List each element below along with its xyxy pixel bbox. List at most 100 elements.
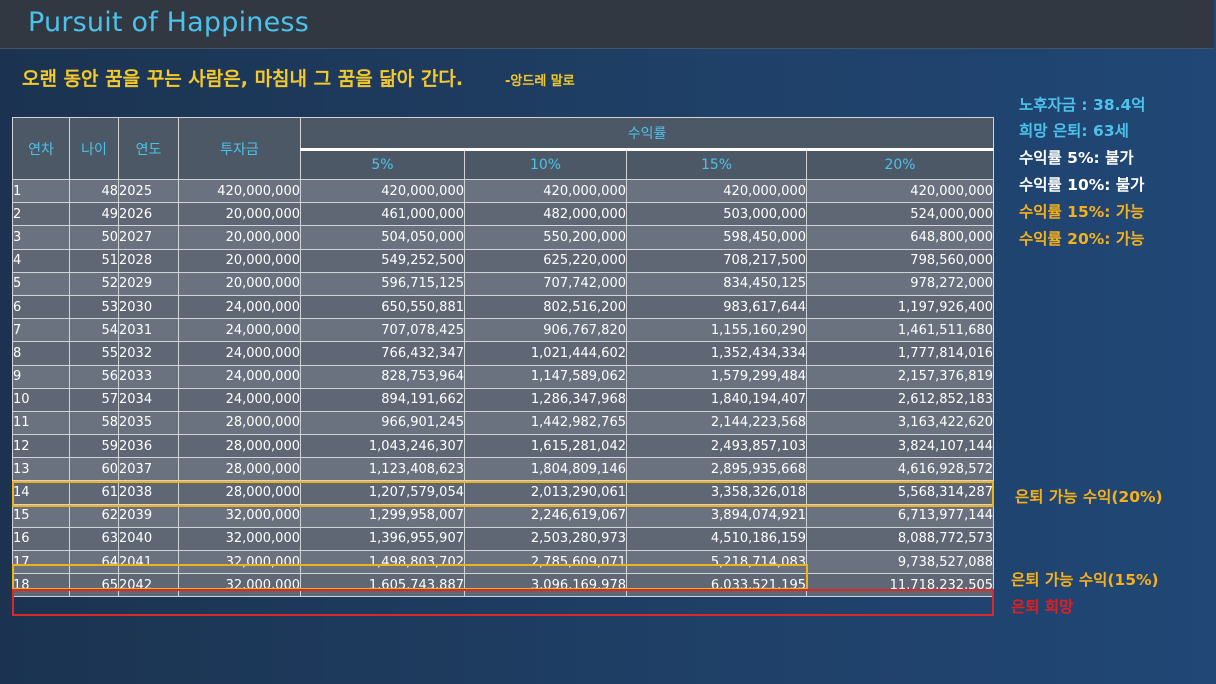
cell-age: 56 bbox=[69, 364, 119, 389]
cell-year: 2027 bbox=[118, 225, 179, 250]
cell-age: 65 bbox=[69, 573, 119, 598]
table-row: 5 52 2029 20,000,000 596,715,125 707,742,000 8… bbox=[12, 271, 995, 296]
cell-r15: 1,155,160,290 bbox=[626, 318, 807, 343]
cell-age: 49 bbox=[69, 202, 119, 227]
cell-investment: 420,000,000 bbox=[178, 178, 301, 204]
table-row: 2 49 2026 20,000,000 461,000,000 482,000,000 5… bbox=[12, 202, 995, 227]
cell-investment: 20,000,000 bbox=[178, 225, 301, 250]
cell-year: 2028 bbox=[118, 248, 179, 273]
cell-age: 51 bbox=[69, 248, 119, 273]
cell-investment: 32,000,000 bbox=[178, 503, 301, 528]
cell-investment: 24,000,000 bbox=[178, 318, 301, 343]
cell-age: 50 bbox=[69, 225, 119, 250]
cell-r20: 3,163,422,620 bbox=[805, 410, 995, 436]
cell-r5: 549,252,500 bbox=[300, 248, 465, 273]
cell-year-no: 2 bbox=[12, 202, 70, 227]
header-year-no: 연차 bbox=[12, 117, 70, 180]
return-10-status: 수익률 10%: 불가 bbox=[1019, 176, 1145, 194]
cell-r15: 5,218,714,083 bbox=[626, 549, 807, 575]
cell-age: 54 bbox=[69, 318, 119, 343]
cell-r15: 4,510,186,159 bbox=[626, 526, 807, 552]
cell-year: 2032 bbox=[118, 341, 179, 366]
cell-investment: 28,000,000 bbox=[178, 457, 301, 482]
cell-r20: 2,157,376,819 bbox=[805, 364, 995, 389]
cell-year-no: 17 bbox=[12, 549, 70, 575]
cell-r15: 503,000,000 bbox=[626, 202, 807, 227]
table-row: 3 50 2027 20,000,000 504,050,000 550,200,000 5… bbox=[12, 225, 995, 250]
cell-r20: 524,000,000 bbox=[805, 202, 995, 227]
table-row: 7 54 2031 24,000,000 707,078,425 906,767,820 1… bbox=[12, 318, 995, 343]
cell-r10: 1,286,347,968 bbox=[464, 387, 627, 412]
table-body: 1 48 2025 420,000,000 420,000,000 420,000,000… bbox=[12, 178, 995, 598]
cell-year: 2039 bbox=[118, 503, 179, 528]
cell-age: 62 bbox=[69, 503, 119, 528]
cell-year: 2035 bbox=[118, 410, 179, 436]
header-r15: 15% bbox=[626, 148, 807, 180]
cell-age: 52 bbox=[69, 271, 119, 296]
table-row: 1 48 2025 420,000,000 420,000,000 420,000,000… bbox=[12, 178, 995, 204]
cell-r15: 3,358,326,018 bbox=[626, 480, 807, 505]
table-row: 6 53 2030 24,000,000 650,550,881 802,516,200 9… bbox=[12, 294, 995, 320]
cell-r20: 420,000,000 bbox=[805, 178, 995, 204]
cell-r5: 420,000,000 bbox=[300, 178, 465, 204]
cell-year-no: 13 bbox=[12, 457, 70, 482]
cell-year: 2030 bbox=[118, 294, 179, 320]
cell-year-no: 4 bbox=[12, 248, 70, 273]
cell-r20: 8,088,772,573 bbox=[805, 526, 995, 552]
note-retire-20: 은퇴 가능 수익(20%) bbox=[1015, 488, 1163, 506]
cell-r10: 906,767,820 bbox=[464, 318, 627, 343]
table-row: 15 62 2039 32,000,000 1,299,958,007 2,246,619… bbox=[12, 503, 995, 528]
cell-r20: 11,718,232,505 bbox=[805, 573, 995, 598]
cell-r20: 1,461,511,680 bbox=[805, 318, 995, 343]
header-age: 나이 bbox=[69, 117, 119, 180]
cell-r10: 625,220,000 bbox=[464, 248, 627, 273]
cell-r20: 9,738,527,088 bbox=[805, 549, 995, 575]
cell-r20: 4,616,928,572 bbox=[805, 457, 995, 482]
cell-age: 53 bbox=[69, 294, 119, 320]
cell-r15: 2,493,857,103 bbox=[626, 434, 807, 459]
cell-r20: 1,777,814,016 bbox=[805, 341, 995, 366]
cell-r5: 894,191,662 bbox=[300, 387, 465, 412]
header-return: 수익률 bbox=[299, 117, 995, 150]
table-row: 10 57 2034 24,000,000 894,191,662 1,286,347,9… bbox=[12, 387, 995, 412]
cell-r15: 598,450,000 bbox=[626, 225, 807, 250]
cell-investment: 24,000,000 bbox=[178, 294, 301, 320]
cell-investment: 24,000,000 bbox=[178, 387, 301, 412]
retirement-fund-label: 노후자금 : 38.4억 bbox=[1019, 96, 1146, 114]
cell-r10: 3,096,169,978 bbox=[464, 573, 627, 598]
title-bar: Pursuit of Happiness bbox=[0, 0, 1214, 49]
cell-r20: 1,197,926,400 bbox=[805, 294, 995, 320]
cell-investment: 28,000,000 bbox=[178, 480, 301, 505]
cell-year-no: 11 bbox=[12, 410, 70, 436]
cell-r20: 978,272,000 bbox=[805, 271, 995, 296]
return-20-status: 수익률 20%: 가능 bbox=[1019, 230, 1145, 248]
cell-year: 2025 bbox=[118, 178, 179, 204]
cell-year: 2037 bbox=[118, 457, 179, 482]
cell-r15: 3,894,074,921 bbox=[626, 503, 807, 528]
cell-year: 2036 bbox=[118, 434, 179, 459]
cell-r5: 1,299,958,007 bbox=[300, 503, 465, 528]
table-row: 8 55 2032 24,000,000 766,432,347 1,021,444,60… bbox=[12, 341, 995, 366]
table-row: 13 60 2037 28,000,000 1,123,408,623 1,804,809… bbox=[12, 457, 995, 482]
cell-r10: 2,785,609,071 bbox=[464, 549, 627, 575]
cell-investment: 32,000,000 bbox=[178, 526, 301, 552]
cell-age: 63 bbox=[69, 526, 119, 552]
cell-r5: 707,078,425 bbox=[300, 318, 465, 343]
investment-table: 연차 나이 연도 투자금 수익률 5% 10% 15% 20% 1 48 2025 4… bbox=[12, 117, 995, 598]
cell-year: 2034 bbox=[118, 387, 179, 412]
cell-r10: 707,742,000 bbox=[464, 271, 627, 296]
cell-year: 2038 bbox=[118, 480, 179, 505]
cell-year: 2031 bbox=[118, 318, 179, 343]
note-retire-15: 은퇴 가능 수익(15%) bbox=[1011, 571, 1159, 589]
cell-r5: 1,123,408,623 bbox=[300, 457, 465, 482]
header-r20: 20% bbox=[805, 148, 995, 180]
cell-r10: 1,804,809,146 bbox=[464, 457, 627, 482]
cell-year: 2040 bbox=[118, 526, 179, 552]
cell-investment: 20,000,000 bbox=[178, 202, 301, 227]
cell-r15: 2,144,223,568 bbox=[626, 410, 807, 436]
cell-year-no: 10 bbox=[12, 387, 70, 412]
cell-investment: 20,000,000 bbox=[178, 248, 301, 273]
cell-r5: 1,396,955,907 bbox=[300, 526, 465, 552]
cell-year-no: 18 bbox=[12, 573, 70, 598]
note-retire-hope: 은퇴 희망 bbox=[1011, 598, 1074, 616]
